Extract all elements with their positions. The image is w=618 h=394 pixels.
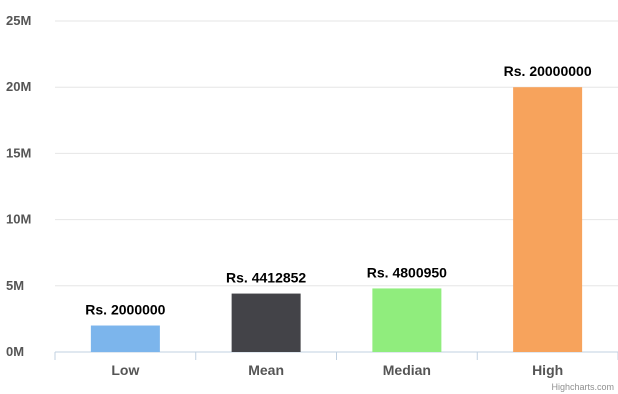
y-tick-label: 5M (6, 278, 24, 293)
y-tick-label: 20M (6, 79, 31, 94)
y-tick-label: 25M (6, 13, 31, 28)
bar-low[interactable] (90, 325, 160, 352)
data-labels: Rs. 2000000 Rs. 4412852 Rs. 4800950 Rs. 200… (85, 63, 592, 317)
x-axis: Low Mean Median High (54, 352, 618, 378)
data-label-median: Rs. 4800950 (367, 264, 447, 280)
y-tick-label: 0M (6, 344, 24, 359)
x-category-label: Low (111, 362, 139, 378)
y-axis: 0M 5M 10M 15M 20M 25M (6, 13, 31, 359)
bar-median[interactable] (372, 288, 442, 352)
data-label-low: Rs. 2000000 (85, 302, 165, 318)
data-label-high: Rs. 20000000 (504, 63, 592, 79)
y-tick-label: 10M (6, 212, 31, 227)
bar-mean[interactable] (231, 293, 301, 352)
data-label-mean: Rs. 4412852 (226, 270, 306, 286)
x-category-label: High (532, 362, 563, 378)
bars (90, 87, 583, 352)
x-category-label: Mean (248, 362, 284, 378)
credit-text[interactable]: Highcharts.com (551, 382, 614, 392)
x-category-label: Median (383, 362, 431, 378)
y-tick-label: 15M (6, 145, 31, 160)
bar-high[interactable] (513, 87, 583, 352)
